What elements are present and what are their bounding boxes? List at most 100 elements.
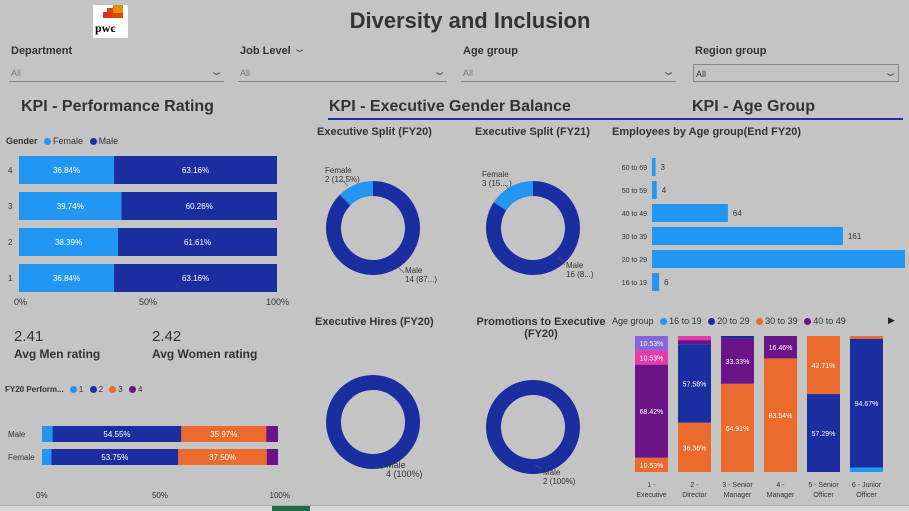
donut-slice-male [486,380,580,474]
data-label: 57.29% [812,431,836,438]
column-segment [721,338,754,384]
data-label: 60.26% [186,202,213,211]
data-label: 63.16% [182,166,209,175]
bar [652,250,905,268]
legend-label-female: Female [53,136,84,146]
data-label: 36.84% [53,166,80,175]
data-label: 54.55% [103,430,130,439]
x-tick-label: 1 - [647,482,656,489]
region-group-filter-value: All [696,69,707,79]
donut-label: 4 (100%) [386,469,423,479]
avg-women-value: 2.42 [152,328,182,345]
column-segment [635,364,668,458]
column-segment [635,350,668,365]
active-page-tab[interactable] [272,506,310,511]
leader-line [381,464,385,470]
region-group-filter[interactable]: All ⌄ [693,64,899,82]
column-segment [764,336,797,359]
fy20-performance-chart: Male 54.55% 35.97% Female 53.75% 37.50% 0% 50% 1… [8,426,290,500]
donut-slice-male [326,375,420,469]
bar-segment-male [121,192,277,220]
legend-label-40-49: 40 to 49 [813,316,846,326]
filter-label-age-group: Age group [463,45,518,57]
donut-label: Male [386,460,406,470]
section-divider [328,118,903,120]
legend-label-3: 3 [118,385,123,394]
department-filter-value: All [11,68,22,78]
bar-segment-3 [181,426,267,442]
y-tick-label: 3 [8,202,13,211]
data-label: 37.50% [209,453,236,462]
column-segment [807,394,840,472]
donut-label: 14 (87...) [405,275,437,284]
legend-swatch-2 [89,386,97,394]
filter-label-department: Department [11,45,73,57]
x-tick-label: 2 - [690,482,699,489]
data-label: 10.53% [640,341,664,348]
bar-segment-male [114,264,277,292]
x-tick-label: Officer [856,492,877,499]
bar-segment-male [114,156,277,184]
donut-title-fy20: Executive Split (FY20) [317,126,432,138]
leader-line [397,266,405,274]
data-label: 83.54% [769,413,793,420]
bar [652,273,660,291]
x-tick-label: Director [682,492,707,499]
chevron-down-icon: ⌄ [661,66,676,78]
x-tick-label: 3 - Senior [722,482,753,489]
logo-text: pwc [95,21,116,35]
section-title-gender-balance: KPI - Executive Gender Balance [329,98,571,115]
column-segment [678,336,711,341]
y-tick-label: 2 [8,238,13,247]
legend-swatch-30-39 [756,318,764,326]
donut-label: 16 (8...) [566,270,594,279]
legend-label-male: Male [98,136,119,146]
age-group-filter-value: All [463,68,474,78]
chevron-down-icon: ⌄ [432,66,447,78]
y-tick-label: 40 to 49 [622,211,647,218]
legend-swatch-20-29 [708,318,716,326]
bar-segment-female [19,156,115,184]
donut-slice-female [493,181,533,211]
leader-line [557,256,566,266]
age-by-job-level-chart: 10.53% 68.42% 10.53% 10.53% 1 - Executive 36.3… [635,335,883,499]
data-label: 36.36% [683,445,707,452]
job-level-filter[interactable]: All ⌄ [238,64,447,82]
x-tick-label: 6 - Junior [852,482,882,489]
age-group-filter[interactable]: All ⌄ [461,64,676,82]
x-tick-label: 100% [270,491,290,500]
page-tab-bar [0,505,909,511]
legend-next-arrow-icon[interactable]: ▶ [888,315,895,325]
avg-men-value: 2.41 [14,328,44,345]
donut-title-fy21: Executive Split (FY21) [475,126,590,138]
bar [652,227,843,245]
donut-label: Female [325,166,352,175]
legend-label-1: 1 [78,385,84,394]
legend-swatch-3 [109,386,117,394]
chevron-down-icon[interactable]: ⌄ [292,43,308,55]
y-tick-label: 16 to 19 [622,280,647,287]
data-label: 4 [662,186,667,195]
chevron-down-icon: ⌄ [209,66,224,78]
column-segment [850,338,883,468]
bar-segment-female [19,264,115,292]
column-segment [635,335,668,351]
y-tick-label: 20 to 29 [622,257,647,264]
donut-label: 3 (15....) [482,179,512,188]
legend-label-2: 2 [98,385,104,394]
data-label: 6 [664,278,669,287]
y-tick-label: 1 [8,274,13,283]
donut-slice-male [486,181,580,275]
column-segment [807,336,840,395]
x-tick-label: Executive [636,492,666,499]
data-label: 64.91% [726,426,750,433]
y-tick-label: 60 to 69 [622,165,647,172]
department-filter[interactable]: All ⌄ [9,64,224,82]
bar-segment-4 [266,426,278,442]
donut-title-promotions-line2: (FY20) [524,328,558,340]
y-tick-label: 50 to 59 [622,188,647,195]
data-label: 63.16% [182,274,209,283]
employees-by-age-chart: 60 to 69 3 50 to 59 4 40 to 49 64 30 to 39 161 2… [622,158,905,291]
legend-title: Age group [612,316,654,326]
x-tick-label: Officer [813,492,834,499]
